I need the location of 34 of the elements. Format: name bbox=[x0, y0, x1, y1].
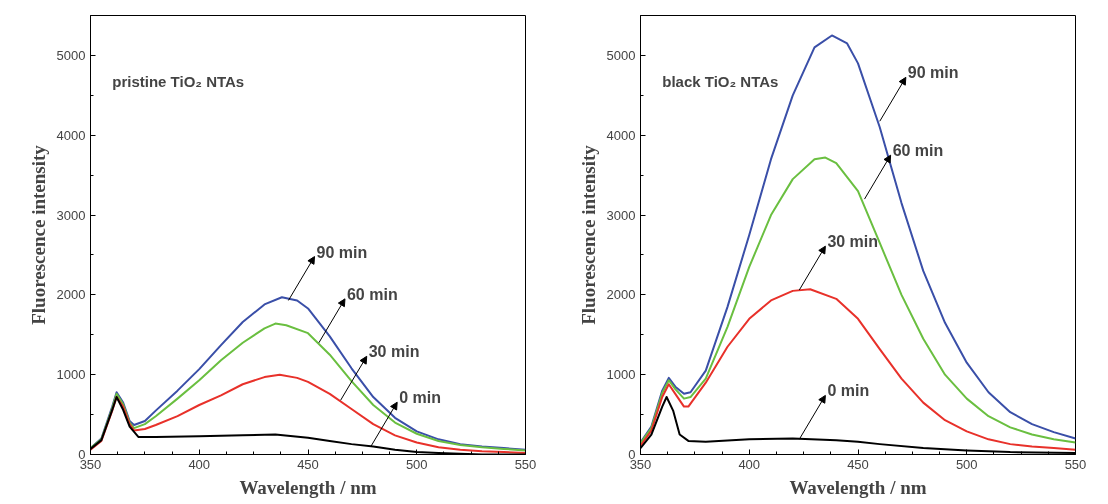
annotation: 0 min bbox=[827, 382, 870, 400]
y-tick-label: 3000 bbox=[606, 207, 636, 223]
y-tick-label: 1000 bbox=[56, 367, 86, 383]
annotation: 0 min bbox=[399, 389, 441, 407]
y-tick-label: 4000 bbox=[56, 127, 86, 143]
x-tick-label: 550 bbox=[1064, 456, 1087, 472]
x-tick-label: 500 bbox=[405, 456, 428, 472]
annotation: 90 min bbox=[907, 64, 959, 82]
annotation: 30 min bbox=[368, 343, 420, 361]
y-tick-label: 3000 bbox=[56, 207, 86, 223]
y-tick-label: 2000 bbox=[606, 287, 636, 303]
y-tick-label: 5000 bbox=[56, 47, 86, 63]
x-tick-label: 400 bbox=[188, 456, 211, 472]
x-axis-title: Wavelength / nm bbox=[789, 476, 927, 498]
y-tick-label: 5000 bbox=[606, 47, 636, 63]
y-axis-title: Fluorescence intensity bbox=[27, 144, 49, 325]
x-axis-title: Wavelength / nm bbox=[239, 476, 377, 498]
x-tick-label: 400 bbox=[738, 456, 761, 472]
text: black TiO₂ NTAs bbox=[662, 73, 779, 91]
annotation: 30 min bbox=[827, 233, 879, 251]
text: pristine TiO₂ NTAs bbox=[112, 73, 245, 91]
y-tick-label: 4000 bbox=[606, 127, 636, 143]
y-axis-title: Fluorescence intensity bbox=[577, 144, 599, 325]
x-tick-label: 550 bbox=[514, 456, 537, 472]
x-tick-label: 450 bbox=[847, 456, 869, 472]
annotation: 90 min bbox=[316, 243, 368, 261]
x-tick-label: 500 bbox=[955, 456, 978, 472]
y-tick-label: 1000 bbox=[606, 367, 636, 383]
line-series bbox=[640, 288, 1076, 451]
annotation: 60 min bbox=[892, 142, 944, 160]
line-series bbox=[640, 156, 1076, 445]
y-tick-label: 2000 bbox=[56, 287, 86, 303]
annotation: 60 min bbox=[346, 285, 398, 303]
x-tick-label: 450 bbox=[297, 456, 319, 472]
